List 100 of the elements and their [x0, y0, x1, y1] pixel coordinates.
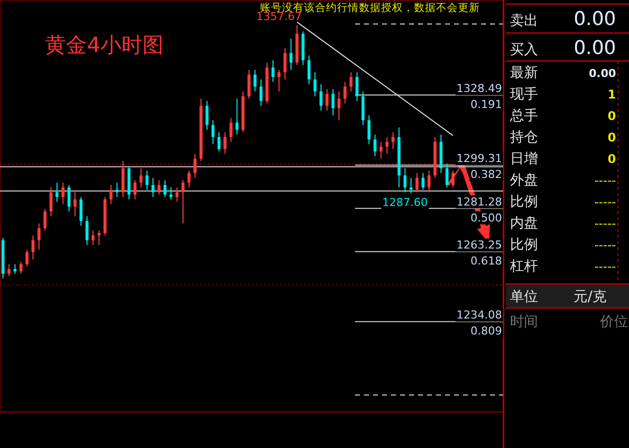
text: -----: [594, 174, 616, 188]
text: 黄金4小时图: [45, 33, 164, 57]
candlestick: [308, 54, 311, 85]
candlestick: [260, 78, 263, 106]
candlestick: [164, 180, 167, 198]
candlestick: [110, 184, 113, 205]
candlestick: [86, 216, 89, 246]
text: 元/克: [574, 289, 606, 305]
candlestick: [98, 230, 101, 246]
candlestick: [410, 177, 413, 194]
candlestick: [362, 90, 365, 126]
candlestick: [272, 60, 275, 82]
candlestick: [446, 162, 449, 188]
ref-line-label: 1234.08: [456, 308, 502, 322]
text: 单位: [510, 289, 538, 305]
text: 总手: [509, 108, 538, 124]
candlestick: [146, 170, 149, 190]
text: 0.00: [588, 67, 616, 80]
candlestick: [386, 136, 389, 154]
candlestick: [416, 172, 419, 193]
candlestick: [74, 192, 77, 217]
candlestick: [152, 177, 155, 198]
candlestick: [290, 38, 293, 70]
candlestick: [14, 264, 16, 274]
candlestick: [284, 48, 287, 80]
candlestick: [404, 168, 407, 193]
text: 0: [608, 109, 616, 123]
annotation: 0.809: [470, 324, 502, 338]
candlestick: [140, 168, 143, 188]
text: 价位: [599, 314, 628, 330]
annotation: 0.191: [470, 98, 502, 112]
candlestick: [50, 186, 52, 217]
candlestick: [80, 196, 83, 226]
candlestick: [314, 72, 317, 97]
candlestick: [92, 230, 95, 246]
candlestick: [344, 81, 347, 104]
candlestick: [44, 208, 46, 232]
ref-line-label: 1299.31: [456, 152, 502, 166]
ref-line-label: 1263.25: [456, 238, 502, 252]
candlestick: [38, 222, 40, 250]
annotation: 0.500: [470, 211, 502, 224]
candlestick: [122, 160, 125, 198]
candlestick: [158, 180, 161, 196]
text: 卖出: [510, 13, 538, 29]
candlestick: [26, 249, 28, 268]
candlestick: [248, 69, 251, 100]
candlestick: [392, 132, 395, 150]
text: 买入: [510, 42, 538, 58]
candlestick: [350, 72, 353, 92]
text: 持仓: [510, 130, 538, 146]
text: 最新: [510, 65, 538, 81]
candlestick: [236, 98, 239, 136]
candlestick: [62, 182, 65, 205]
text: 1: [608, 88, 616, 102]
candlestick: [278, 69, 281, 92]
ref-line-label: 1281.28: [456, 195, 502, 208]
candlestick: [194, 153, 197, 178]
text: 0: [608, 152, 616, 166]
candlestick: [170, 186, 173, 200]
text: 比例: [510, 194, 538, 210]
candlestick: [332, 88, 335, 116]
candlestick: [8, 264, 10, 277]
text: 0.00: [574, 8, 616, 30]
text: -----: [594, 216, 616, 230]
candlestick: [212, 120, 215, 145]
text: 现手: [510, 86, 538, 102]
candlestick: [68, 184, 71, 212]
candlestick: [206, 100, 209, 130]
candlestick: [356, 72, 359, 102]
candlestick: [20, 261, 22, 274]
text: 时间: [510, 314, 538, 330]
candlestick: [338, 90, 341, 121]
annotation: 0.382: [470, 168, 502, 182]
text: -----: [594, 238, 616, 252]
candlestick: [176, 186, 179, 202]
text: 内盘: [510, 216, 538, 232]
candlestick: [230, 117, 233, 142]
text: 日增: [510, 151, 538, 167]
text: 杠杆: [509, 258, 538, 274]
candlestick: [56, 182, 58, 202]
candlestick: [254, 69, 257, 92]
text: -----: [594, 195, 616, 209]
candlestick: [368, 114, 371, 145]
text: 0: [608, 130, 616, 144]
candlestick: [422, 172, 425, 190]
ref-line-label: 1328.49: [456, 82, 502, 96]
candlestick: [182, 180, 185, 224]
candlestick: [188, 170, 191, 188]
candlestick: [380, 141, 383, 160]
candlestick: [134, 180, 137, 200]
text: 比例: [510, 237, 538, 253]
candlestick: [326, 88, 329, 112]
annotation: 0.618: [470, 254, 502, 268]
text: 外盘: [510, 172, 538, 188]
candlestick: [320, 84, 323, 112]
candlestick: [32, 234, 34, 260]
candlestick: [374, 134, 377, 157]
candlestick: [452, 170, 455, 188]
candlestick: [218, 132, 221, 152]
candlestick: [428, 170, 431, 193]
